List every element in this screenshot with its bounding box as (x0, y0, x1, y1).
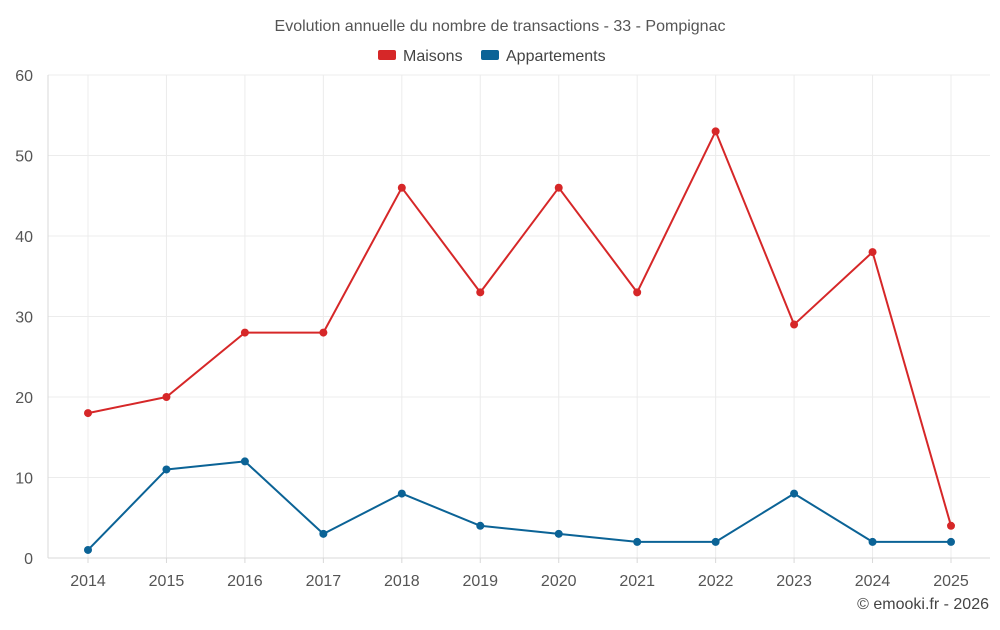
data-point-maisons[interactable] (397, 183, 406, 192)
legend-label: Maisons (403, 48, 463, 65)
data-point-appartements[interactable] (397, 489, 406, 498)
data-point-appartements[interactable] (633, 537, 642, 546)
data-point-appartements[interactable] (476, 521, 485, 530)
series-line-appartements (87, 460, 951, 551)
data-point-maisons[interactable] (162, 393, 171, 401)
data-point-appartements[interactable] (554, 529, 563, 538)
data-point-appartements[interactable] (319, 529, 328, 538)
data-point-appartements[interactable] (240, 457, 249, 466)
data-point-maisons[interactable] (947, 521, 955, 530)
series-layer (84, 127, 955, 554)
y-tick-label: 60 (15, 68, 33, 85)
data-point-appartements[interactable] (947, 537, 955, 546)
x-tick-label: 2016 (227, 573, 263, 590)
y-tick-label: 40 (15, 229, 33, 246)
grid (48, 74, 990, 558)
data-point-maisons[interactable] (554, 183, 563, 192)
x-tick-label: 2021 (619, 573, 655, 590)
y-tick-label: 30 (15, 310, 33, 327)
x-tick-label: 2015 (149, 573, 185, 590)
data-point-appartements[interactable] (162, 465, 171, 474)
data-point-maisons[interactable] (711, 127, 720, 136)
x-tick-label: 2018 (384, 573, 420, 590)
legend-item-appartements[interactable]: Appartements (481, 48, 606, 65)
x-tick-label: 2019 (462, 573, 498, 590)
x-tick-label: 2025 (933, 573, 969, 590)
x-tick-label: 2023 (776, 573, 812, 590)
series-line-maisons (87, 130, 952, 527)
x-tick-label: 2022 (698, 573, 734, 590)
chart-title: Evolution annuelle du nombre de transact… (275, 18, 726, 35)
data-point-maisons[interactable] (476, 288, 485, 297)
y-tick-label: 50 (15, 149, 33, 166)
x-tick-label: 2014 (70, 573, 106, 590)
legend-label: Appartements (506, 48, 606, 65)
legend-item-maisons[interactable]: Maisons (378, 48, 463, 65)
legend-swatch (481, 50, 499, 60)
data-point-maisons[interactable] (240, 328, 249, 337)
data-point-appartements[interactable] (868, 537, 877, 546)
y-tick-label: 0 (24, 551, 33, 568)
data-point-appartements[interactable] (790, 489, 799, 498)
axes: 0 10 20 30 40 50 60 2014 2015 2016 2017 2018 2019 202… (15, 68, 990, 590)
credit-text: © emooki.fr - 2026 (857, 596, 989, 613)
legend-swatch (378, 50, 396, 60)
y-tick-label: 20 (15, 390, 33, 407)
data-point-appartements[interactable] (711, 537, 720, 546)
data-point-maisons[interactable] (84, 409, 92, 418)
data-point-maisons[interactable] (868, 248, 877, 257)
x-tick-label: 2024 (855, 573, 891, 590)
data-point-maisons[interactable] (633, 288, 642, 297)
data-point-maisons[interactable] (790, 320, 799, 329)
data-point-maisons[interactable] (319, 328, 328, 337)
data-point-appartements[interactable] (84, 545, 92, 554)
legend: Maisons Appartements (378, 48, 606, 65)
x-tick-label: 2020 (541, 573, 577, 590)
y-tick-label: 10 (15, 471, 33, 488)
x-tick-label: 2017 (306, 573, 342, 590)
